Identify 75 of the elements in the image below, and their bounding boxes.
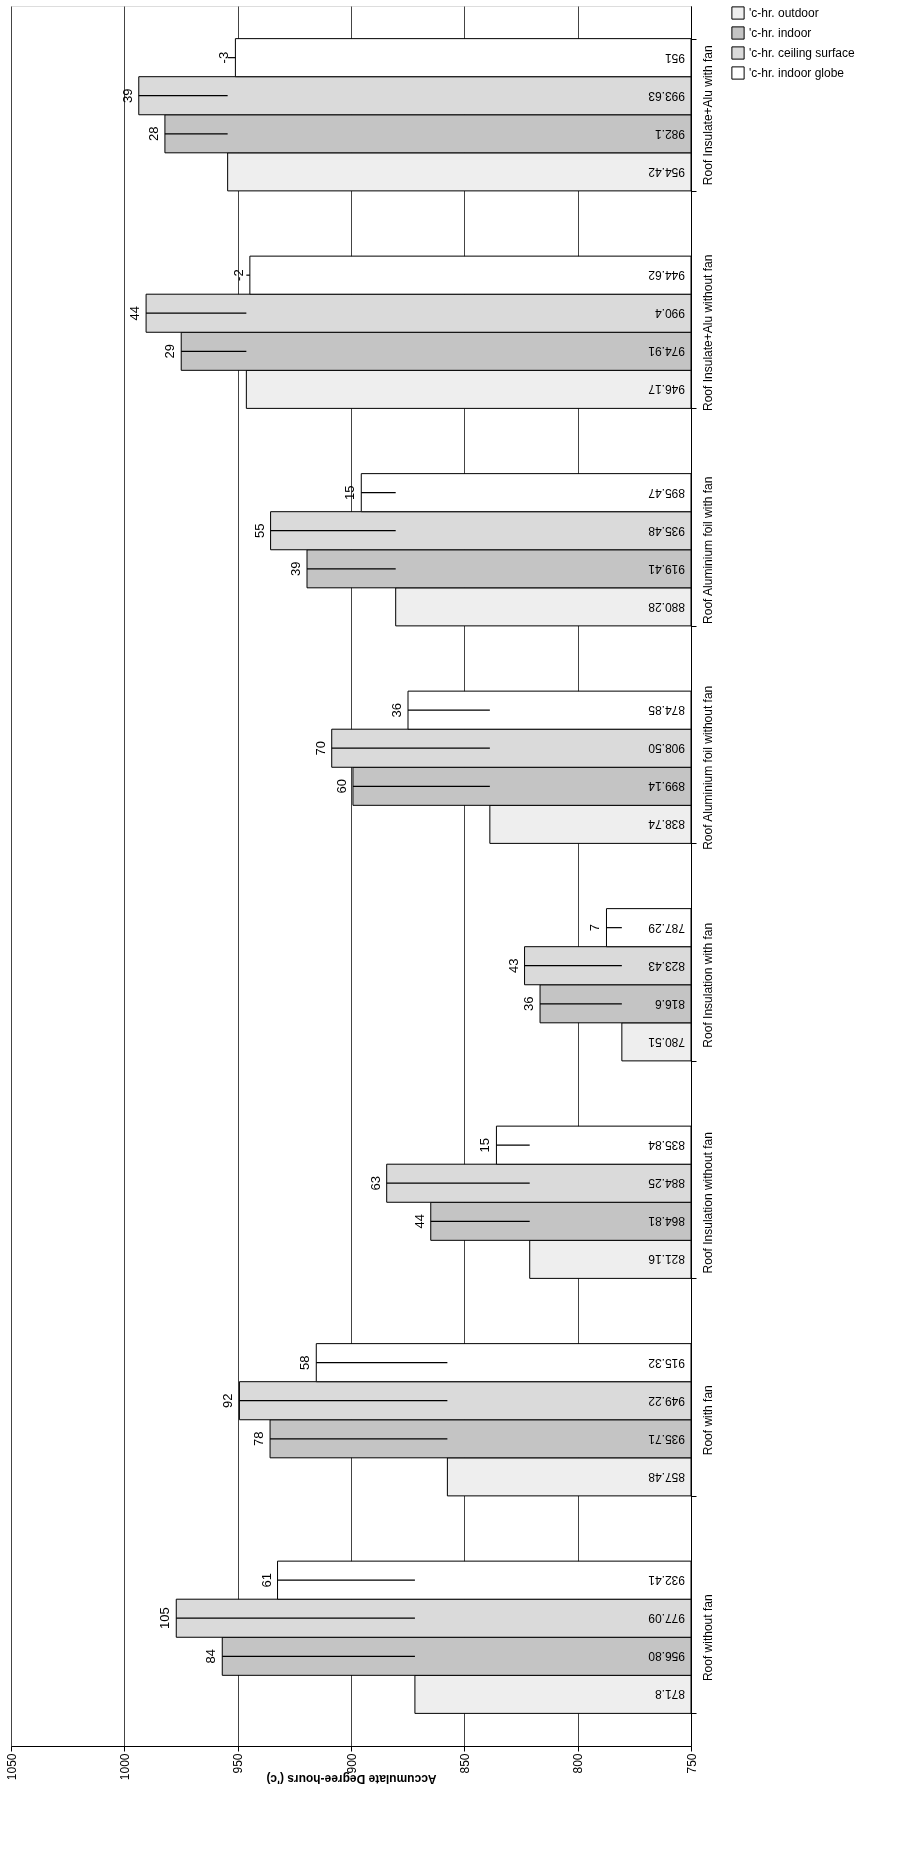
y-tick-label: Roof Aluminium foil without fan [700,685,715,850]
data-label: 899.14 [647,779,685,794]
data-label: 982.1 [654,126,685,141]
y-tick-label: Roof Insulate+Alu without fan [700,254,715,411]
data-label: 949.22 [647,1393,685,1408]
data-label: 816.6 [654,996,685,1011]
y-tick-label: Roof Insulate+Alu with fan [700,45,715,186]
annotation: 7 [587,924,603,932]
annotation: 15 [477,1137,493,1153]
data-label: 993.63 [647,88,685,103]
x-tick-label: 850 [457,1753,472,1774]
annotation: -2 [230,269,246,281]
data-label: 874.85 [647,703,685,718]
annotation: 92 [220,1393,236,1408]
data-label: 857.48 [647,1469,685,1484]
data-label: 908.50 [647,741,685,756]
data-label: 864.81 [647,1214,685,1229]
legend-label: 'c-hr. outdoor [749,6,819,20]
y-tick-label: Roof Insulation with fan [700,922,715,1048]
data-label: 951 [664,50,685,65]
annotation: 36 [389,702,405,718]
data-label: 974.91 [647,344,685,359]
annotation: 15 [342,485,358,500]
data-label: 895.47 [647,485,685,500]
annotation: 28 [145,126,161,142]
data-label: 944.62 [647,268,685,283]
annotation: 44 [411,1214,427,1229]
x-tick-label: 950 [231,1753,246,1774]
legend-label: 'c-hr. ceiling surface [749,46,855,60]
data-label: 956.80 [647,1649,685,1664]
data-label: 835.84 [647,1138,685,1153]
y-tick-label: Roof with fan [700,1385,715,1456]
annotation: 39 [288,561,303,577]
annotation: -3 [216,51,232,64]
x-tick-label: 750 [684,1753,699,1774]
data-label: 954.42 [647,164,685,179]
x-tick-label: 1000 [117,1753,132,1781]
annotation: 61 [258,1572,274,1588]
x-tick-label: 800 [571,1753,586,1774]
annotation: 29 [162,344,178,359]
data-label: 871.8 [654,1687,685,1702]
annotation: 60 [333,779,349,794]
data-label: 880.28 [647,599,685,614]
annotation: 105 [157,1607,173,1630]
annotation: 58 [297,1355,313,1370]
annotation: 36 [521,996,537,1012]
annotation: 55 [251,523,267,538]
data-label: 780.51 [647,1034,685,1049]
legend-label: 'c-hr. indoor [749,26,812,40]
annotation: 39 [119,88,135,103]
data-label: 915.32 [647,1355,685,1370]
data-label: 932.41 [647,1573,685,1588]
data-label: 977.09 [647,1611,685,1626]
x-tick-label: 1050 [4,1753,19,1781]
legend-label: 'c-hr. indoor globe [749,66,845,80]
annotation: 78 [251,1431,267,1447]
data-label: 946.17 [647,382,685,397]
data-label: 935.71 [647,1431,685,1446]
data-label: 823.43 [647,958,685,973]
data-label: 884.25 [647,1176,685,1191]
annotation: 63 [367,1175,383,1191]
y-tick-label: Roof Insulation without fan [700,1132,715,1274]
data-label: 919.41 [647,561,685,576]
annotation: 70 [312,740,328,756]
annotation: 84 [203,1649,219,1664]
x-axis-title: Accumulate Degree-hours ('c) [266,1772,437,1787]
annotation: 44 [127,305,143,321]
data-label: 838.74 [647,817,685,832]
annotation: 43 [505,958,521,973]
y-tick-label: Roof without fan [700,1594,715,1682]
data-label: 787.29 [647,920,685,935]
data-label: 821.16 [647,1252,685,1267]
data-label: 990.4 [654,306,685,321]
data-label: 935.48 [647,523,685,538]
y-tick-label: Roof Aluminium foil with fan [700,476,715,624]
